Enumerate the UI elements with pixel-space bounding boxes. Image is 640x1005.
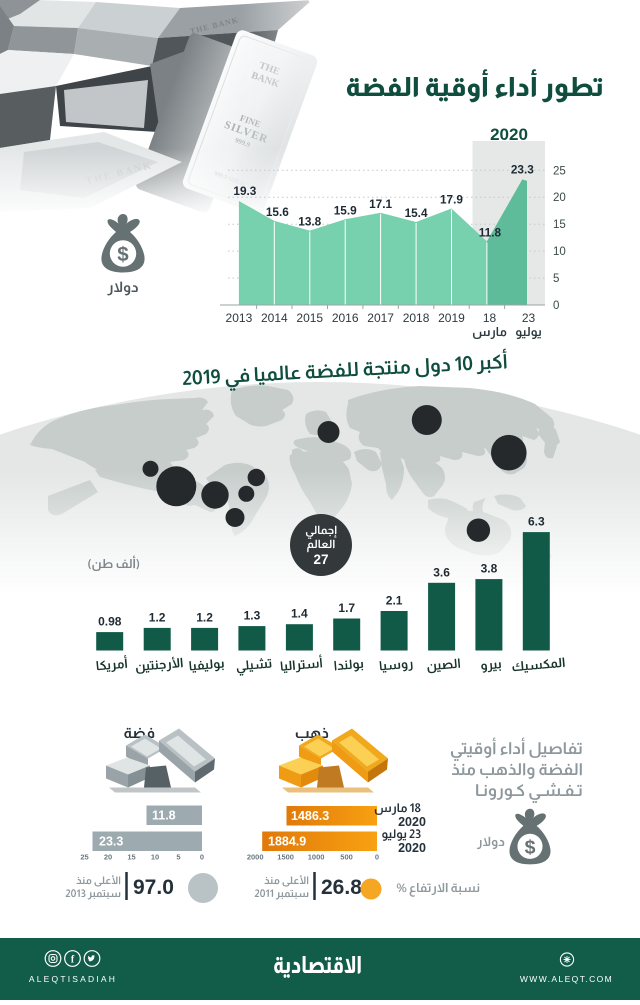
svg-text:500: 500 [340, 853, 353, 862]
svg-text:10: 10 [151, 853, 159, 862]
svg-text:f: f [71, 955, 75, 966]
svg-text:1486.3: 1486.3 [291, 809, 329, 823]
svg-text:2014: 2014 [261, 311, 288, 325]
svg-text:15: 15 [127, 853, 135, 862]
svg-text:20: 20 [553, 192, 566, 204]
svg-text:17.9: 17.9 [440, 193, 463, 207]
svg-text:2015: 2015 [296, 311, 323, 325]
svg-text:WWW.ALEQT.COM: WWW.ALEQT.COM [520, 974, 613, 984]
svg-text:$: $ [525, 836, 536, 858]
svg-text:11.8: 11.8 [152, 809, 176, 823]
svg-text:5: 5 [176, 853, 180, 862]
svg-text:25: 25 [80, 853, 88, 862]
svg-text:2020: 2020 [398, 815, 426, 829]
svg-text:0: 0 [375, 853, 379, 862]
svg-text:23.3: 23.3 [511, 162, 534, 176]
svg-text:6.3: 6.3 [528, 515, 545, 529]
svg-text:2016: 2016 [332, 311, 359, 325]
svg-text:23: 23 [522, 311, 536, 325]
svg-text:0: 0 [200, 853, 204, 862]
svg-text:0: 0 [553, 300, 559, 312]
svg-text:26.8: 26.8 [321, 876, 362, 899]
svg-text:20: 20 [104, 853, 112, 862]
svg-text:15.6: 15.6 [266, 205, 289, 219]
svg-text:1884.9: 1884.9 [268, 835, 306, 849]
svg-text:2000: 2000 [247, 853, 264, 862]
svg-text:15: 15 [553, 219, 566, 231]
svg-text:23.3: 23.3 [99, 835, 123, 849]
svg-text:3.8: 3.8 [481, 562, 498, 576]
svg-text:1.7: 1.7 [338, 601, 355, 615]
svg-text:11.8: 11.8 [479, 225, 502, 239]
svg-text:2018: 2018 [403, 311, 430, 325]
svg-text:2013: 2013 [226, 311, 253, 325]
svg-text:17.1: 17.1 [369, 197, 392, 211]
svg-text:2017: 2017 [367, 311, 394, 325]
svg-text:15.4: 15.4 [405, 206, 428, 220]
svg-text:1000: 1000 [308, 853, 325, 862]
svg-text:2019: 2019 [438, 311, 465, 325]
svg-text:97.0: 97.0 [133, 876, 174, 899]
svg-text:13.8: 13.8 [298, 215, 321, 229]
svg-text:18: 18 [483, 311, 497, 325]
svg-text:2.1: 2.1 [386, 594, 403, 608]
svg-text:$: $ [117, 243, 129, 266]
svg-text:0.98: 0.98 [98, 615, 122, 629]
svg-text:25: 25 [553, 165, 566, 177]
svg-text:27: 27 [313, 552, 328, 567]
svg-text:15.9: 15.9 [334, 203, 357, 217]
svg-text:ALEQTISADIAH: ALEQTISADIAH [29, 974, 117, 984]
svg-text:1.3: 1.3 [244, 609, 261, 623]
svg-text:1.2: 1.2 [196, 610, 213, 624]
svg-text:3.6: 3.6 [433, 565, 450, 579]
svg-text:2020: 2020 [398, 841, 426, 855]
svg-text:10: 10 [553, 246, 566, 258]
svg-text:1.4: 1.4 [291, 607, 308, 621]
svg-text:2020: 2020 [490, 125, 528, 144]
svg-text:1500: 1500 [277, 853, 294, 862]
svg-text:5: 5 [553, 273, 559, 285]
svg-text:1.2: 1.2 [149, 610, 166, 624]
svg-text:19.3: 19.3 [233, 184, 256, 198]
